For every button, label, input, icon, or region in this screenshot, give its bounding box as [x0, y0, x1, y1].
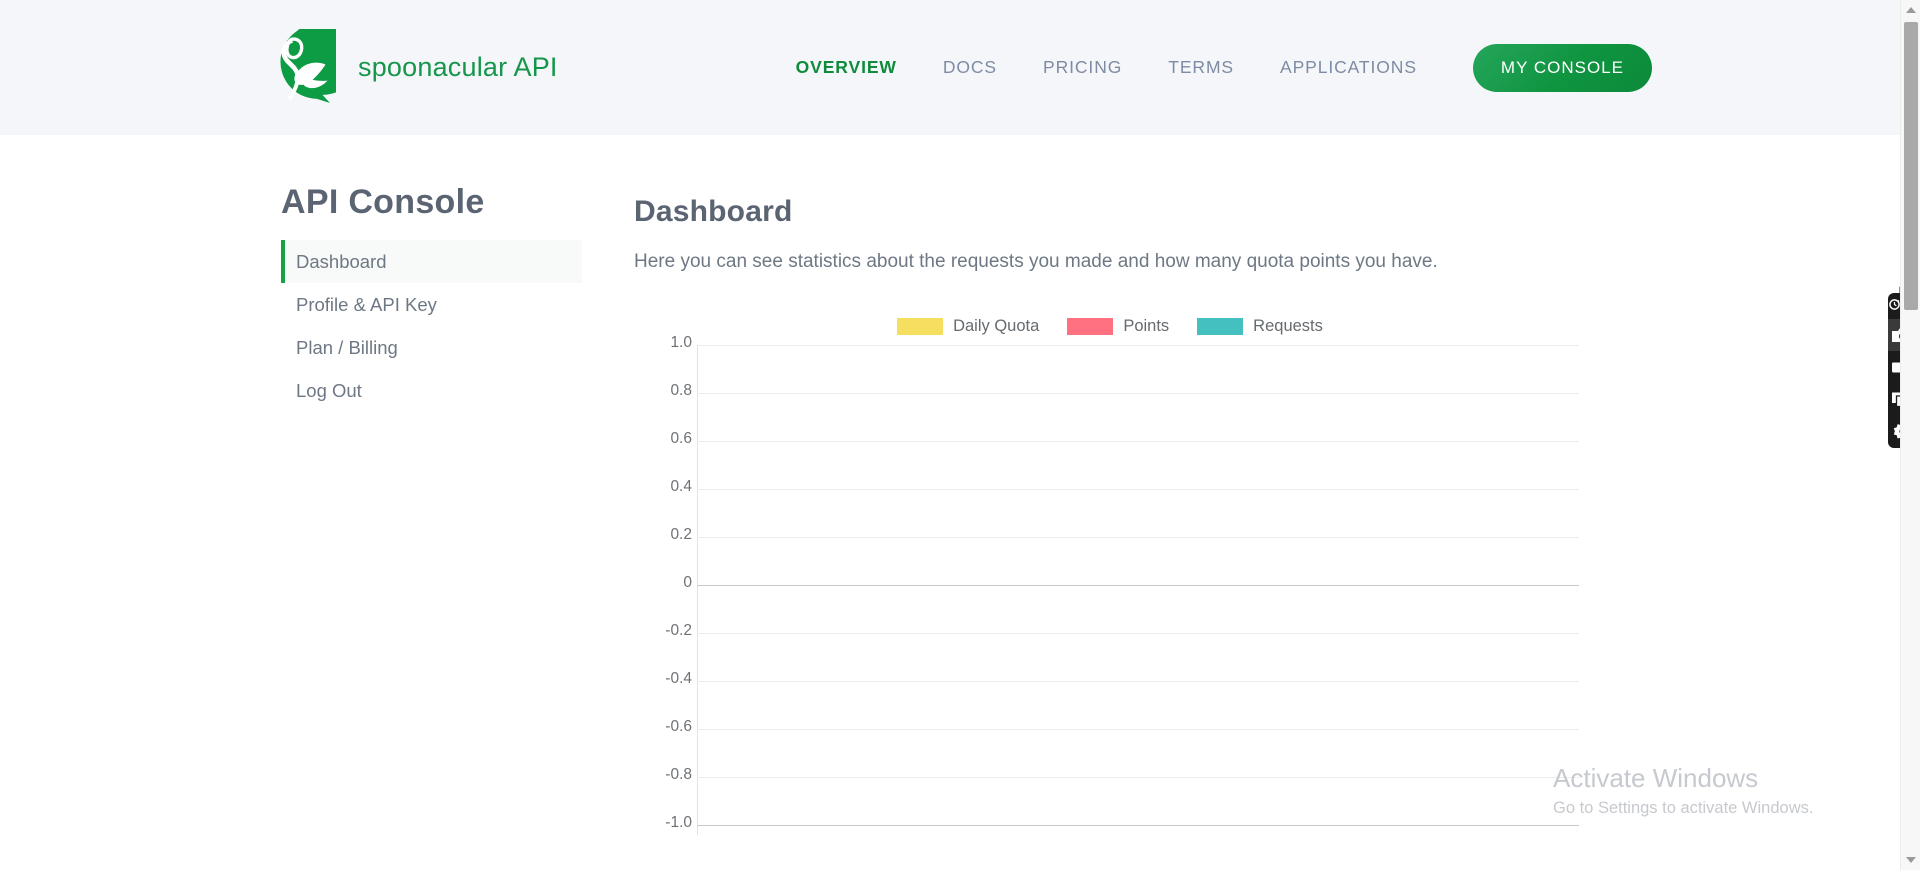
gridline — [697, 633, 1579, 634]
scrollbar-thumb[interactable] — [1904, 22, 1918, 310]
gridline — [697, 441, 1579, 442]
y-tick-label: 0.2 — [670, 526, 692, 543]
gridline — [697, 345, 1579, 346]
nav-item-terms[interactable]: TERMS — [1168, 57, 1234, 77]
y-tick-label: -1.0 — [665, 814, 692, 831]
gridline-zero — [697, 585, 1579, 586]
sidebar-item-profile-api-key[interactable]: Profile & API Key — [296, 294, 437, 315]
console-sidebar: API Console Dashboard Profile & API Key … — [281, 183, 582, 412]
gridline — [697, 537, 1579, 538]
y-tick-label: 0 — [683, 574, 692, 591]
legend-swatch-daily-quota — [897, 317, 944, 335]
y-tick-label: -0.4 — [665, 670, 692, 687]
watermark-subtitle: Go to Settings to activate Windows. — [1553, 799, 1814, 817]
brand-name: spoonacular API — [358, 52, 558, 82]
y-tick-label: 0.4 — [670, 478, 692, 495]
chart-legend: Daily Quota Points Requests — [626, 313, 1594, 339]
main-navigation: OVERVIEW DOCS PRICING TERMS APPLICATIONS… — [773, 43, 1652, 92]
nav-item-docs[interactable]: DOCS — [942, 57, 998, 77]
legend-item-points[interactable]: Points — [1067, 317, 1169, 336]
legend-swatch-points — [1067, 317, 1114, 335]
legend-label-requests: Requests — [1253, 316, 1323, 335]
site-header: spoonacular API OVERVIEW DOCS PRICING TE… — [0, 0, 1900, 135]
y-tick-label: -0.2 — [665, 622, 692, 639]
gridline — [697, 393, 1579, 394]
my-console-button[interactable]: MY CONSOLE — [1472, 43, 1652, 92]
legend-label-daily-quota: Daily Quota — [953, 316, 1040, 335]
chart-y-axis-line — [697, 345, 698, 835]
screen-recorder-logo-icon[interactable] — [1889, 297, 1900, 315]
windows-activation-watermark: Activate Windows Go to Settings to activ… — [1553, 763, 1883, 818]
sidebar-item-dashboard[interactable]: Dashboard — [281, 240, 582, 283]
chart-plot-area: 1.0 0.8 0.6 0.4 0.2 — [634, 334, 1594, 835]
y-tick-label: 0.6 — [670, 430, 692, 447]
page-scrollbar[interactable] — [1900, 0, 1920, 870]
page-title: Dashboard — [634, 195, 793, 228]
watermark-title: Activate Windows — [1553, 763, 1759, 793]
y-tick-label: 1.0 — [670, 334, 692, 351]
gridline — [697, 681, 1579, 682]
legend-label-points: Points — [1123, 316, 1170, 335]
y-tick-label: -0.6 — [665, 718, 692, 735]
sidebar-item-log-out[interactable]: Log Out — [296, 380, 362, 401]
gridline — [697, 777, 1579, 778]
scroll-down-arrow-icon[interactable] — [1901, 850, 1920, 870]
usage-statistics-chart: Daily Quota Points Requests 1.0 — [634, 313, 1594, 843]
nav-item-pricing[interactable]: PRICING — [1043, 57, 1123, 77]
gridline — [697, 489, 1579, 490]
nav-item-applications[interactable]: APPLICATIONS — [1280, 57, 1417, 77]
dashboard-panel-header: Dashboard Here you can see statistics ab… — [634, 195, 1634, 273]
nav-item-overview[interactable]: OVERVIEW — [795, 57, 897, 77]
sidebar-title: API Console — [281, 183, 485, 221]
y-tick-label: 0.8 — [670, 382, 692, 399]
brand-home-link[interactable]: spoonacular API — [258, 28, 558, 107]
spoonacular-logo-icon — [258, 28, 336, 107]
legend-item-requests[interactable]: Requests — [1197, 317, 1323, 336]
sidebar-item-plan-billing[interactable]: Plan / Billing — [296, 337, 398, 358]
page-content: API Console Dashboard Profile & API Key … — [0, 135, 1900, 870]
legend-item-daily-quota[interactable]: Daily Quota — [897, 317, 1039, 336]
y-tick-label: -0.8 — [665, 766, 692, 783]
gridline — [697, 729, 1579, 730]
scroll-up-arrow-icon[interactable] — [1901, 0, 1920, 20]
gridline-axis-bottom — [697, 825, 1579, 826]
page-description: Here you can see statistics about the re… — [634, 251, 1438, 272]
legend-swatch-requests — [1197, 317, 1244, 335]
